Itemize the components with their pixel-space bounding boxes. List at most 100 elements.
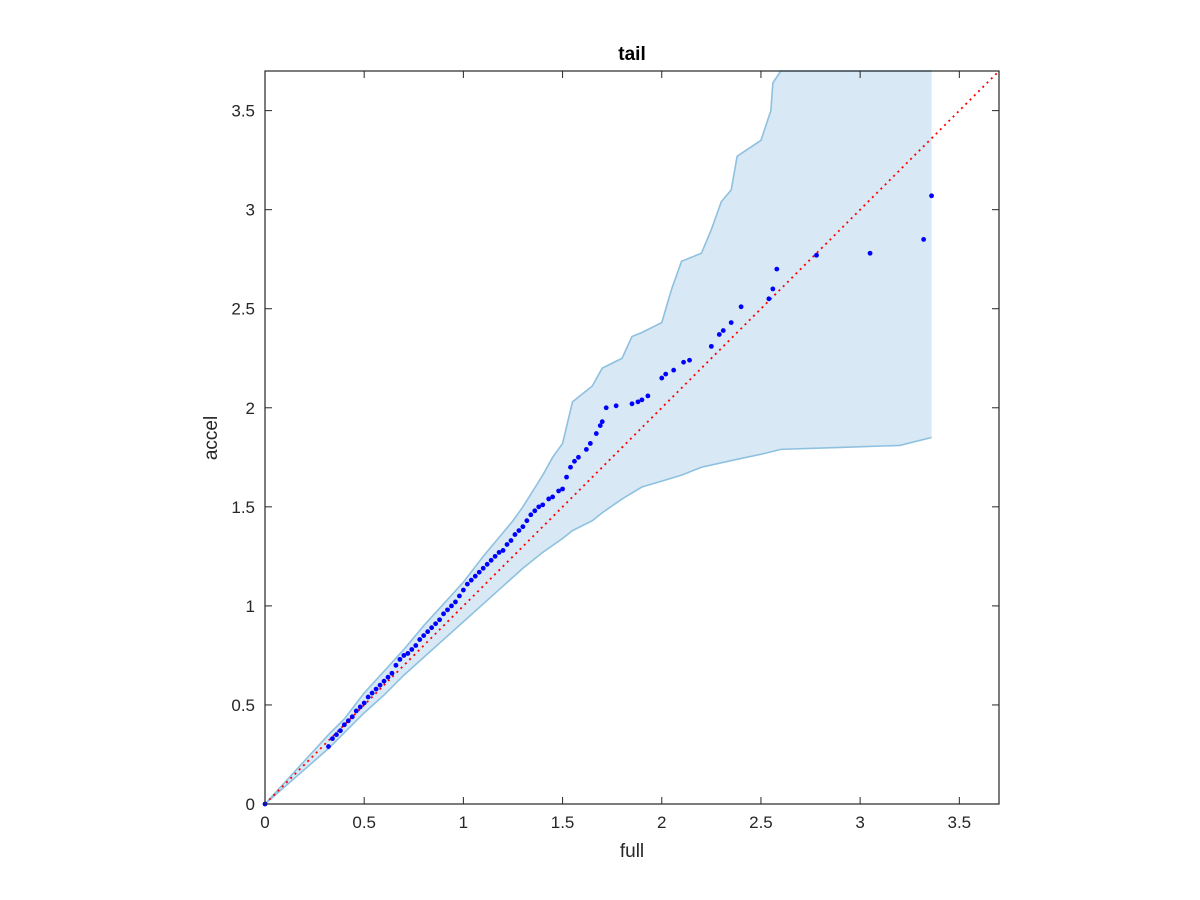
data-point bbox=[583, 446, 589, 452]
data-point bbox=[550, 494, 556, 500]
data-point bbox=[720, 328, 726, 333]
data-point bbox=[635, 399, 641, 405]
plot-area bbox=[262, 70, 1000, 807]
confidence-band-upper-edge bbox=[264, 70, 932, 805]
data-point bbox=[449, 603, 454, 609]
x-tick-label: 0 bbox=[260, 813, 269, 832]
data-point bbox=[593, 431, 599, 436]
data-point bbox=[659, 375, 665, 381]
x-tick-label: 3.5 bbox=[948, 813, 972, 832]
axes: 0 0.5 1 1.5 2 2.5 3 3.5 0 0.5 1 1.5 2 2.5 3 3.5 bbox=[231, 70, 1000, 832]
data-point bbox=[393, 662, 399, 668]
data-point bbox=[728, 320, 734, 325]
data-point bbox=[568, 464, 573, 470]
data-point bbox=[453, 599, 458, 605]
data-point bbox=[814, 252, 819, 258]
data-point bbox=[405, 651, 411, 656]
data-point bbox=[774, 266, 780, 272]
y-tick-label: 0.5 bbox=[231, 696, 255, 715]
data-point bbox=[460, 587, 466, 593]
data-point bbox=[546, 496, 552, 502]
y-tick-label: 1 bbox=[246, 597, 255, 616]
data-point bbox=[645, 393, 651, 399]
data-point bbox=[476, 569, 482, 575]
data-point bbox=[867, 250, 873, 256]
data-point bbox=[425, 629, 431, 635]
x-tick-label: 2 bbox=[657, 813, 666, 832]
data-point bbox=[326, 744, 331, 749]
data-point bbox=[437, 617, 442, 623]
data-point bbox=[361, 700, 367, 706]
data-point bbox=[381, 678, 387, 684]
data-point bbox=[337, 728, 343, 734]
data-point bbox=[421, 633, 427, 639]
data-point bbox=[464, 581, 470, 587]
data-point bbox=[345, 718, 351, 724]
data-point bbox=[433, 621, 439, 627]
data-point bbox=[377, 682, 383, 688]
y-tick-label: 2.5 bbox=[231, 300, 255, 319]
data-point bbox=[349, 714, 355, 720]
axes-box bbox=[264, 70, 1000, 805]
chart-title: tail bbox=[618, 44, 645, 65]
y-tick-label: 0 bbox=[246, 795, 255, 814]
data-point bbox=[468, 577, 474, 583]
data-point bbox=[516, 528, 522, 534]
data-point bbox=[445, 607, 450, 613]
data-point bbox=[770, 286, 776, 292]
data-point bbox=[572, 458, 577, 464]
data-point bbox=[480, 565, 486, 571]
data-point bbox=[385, 674, 391, 680]
data-point bbox=[341, 722, 347, 728]
data-point bbox=[353, 708, 359, 714]
data-point bbox=[508, 538, 514, 543]
data-point bbox=[484, 561, 490, 567]
data-point bbox=[365, 694, 371, 700]
y-tick-label: 3.5 bbox=[231, 102, 255, 121]
data-point bbox=[441, 611, 446, 617]
data-point bbox=[417, 637, 423, 642]
data-point bbox=[389, 670, 395, 676]
data-point bbox=[492, 553, 498, 559]
data-point bbox=[409, 647, 415, 652]
data-point bbox=[373, 686, 379, 692]
data-point bbox=[556, 488, 561, 494]
data-point bbox=[564, 474, 569, 480]
data-point bbox=[413, 643, 419, 648]
data-point bbox=[524, 518, 530, 524]
confidence-band-lower-edge bbox=[264, 436, 932, 805]
data-point bbox=[613, 403, 619, 409]
data-point bbox=[540, 502, 546, 508]
data-point bbox=[708, 343, 714, 349]
reference-line bbox=[264, 70, 1000, 805]
data-point bbox=[496, 550, 502, 555]
data-point bbox=[716, 332, 722, 337]
y-tick-label: 2 bbox=[246, 399, 255, 418]
data-point bbox=[528, 512, 534, 518]
data-point bbox=[929, 193, 934, 199]
data-point bbox=[512, 532, 518, 537]
data-point bbox=[738, 304, 744, 310]
data-point bbox=[488, 557, 494, 563]
data-point bbox=[334, 732, 339, 738]
confidence-band bbox=[265, 71, 932, 804]
x-tick-label: 1.5 bbox=[551, 813, 575, 832]
data-point bbox=[663, 371, 669, 377]
y-axis-label: accel bbox=[201, 416, 222, 460]
data-point bbox=[687, 357, 692, 363]
x-tick-label: 0.5 bbox=[352, 813, 376, 832]
data-point bbox=[639, 397, 645, 403]
data-point bbox=[681, 359, 686, 365]
data-point bbox=[330, 736, 335, 742]
data-point bbox=[599, 419, 605, 425]
data-point bbox=[500, 548, 506, 553]
x-tick-label: 2.5 bbox=[749, 813, 773, 832]
data-point bbox=[472, 573, 478, 579]
data-point bbox=[357, 704, 363, 710]
data-point bbox=[921, 236, 927, 242]
data-point bbox=[587, 441, 593, 446]
data-point bbox=[629, 401, 635, 407]
data-point bbox=[597, 423, 603, 429]
data-point bbox=[397, 656, 403, 662]
